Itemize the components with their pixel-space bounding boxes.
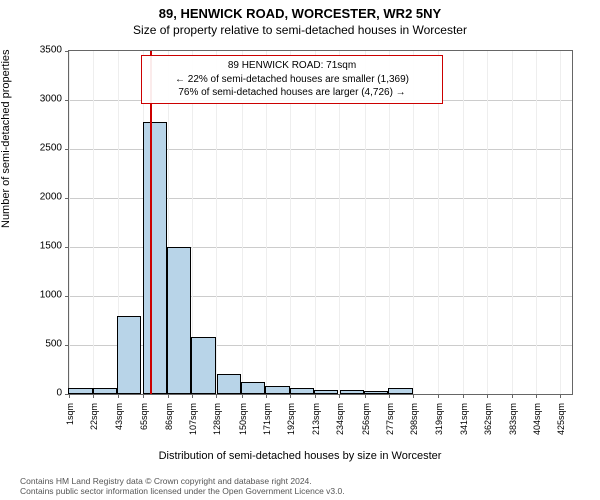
ytick-label: 3500 [22, 45, 62, 56]
xtick-label: 319sqm [434, 403, 444, 453]
xtick-mark [339, 394, 340, 398]
xtick-mark [192, 394, 193, 398]
info-box-line: 76% of semi-detached houses are larger (… [148, 86, 436, 100]
ytick-label: 3000 [22, 94, 62, 105]
ytick-label: 1500 [22, 241, 62, 252]
xtick-mark [118, 394, 119, 398]
xtick-mark [168, 394, 169, 398]
xtick-mark [365, 394, 366, 398]
xtick-label: 171sqm [262, 403, 272, 453]
xtick-label: 298sqm [409, 403, 419, 453]
xtick-label: 43sqm [114, 403, 124, 453]
xtick-mark [93, 394, 94, 398]
histogram-bar [117, 316, 141, 394]
grid-line-v [512, 51, 513, 394]
grid-line-v [560, 51, 561, 394]
xtick-mark [463, 394, 464, 398]
xtick-label: 277sqm [385, 403, 395, 453]
xtick-mark [512, 394, 513, 398]
grid-line-v [69, 51, 70, 394]
xtick-mark [216, 394, 217, 398]
info-box-line: 89 HENWICK ROAD: 71sqm [148, 59, 436, 73]
xtick-mark [389, 394, 390, 398]
chart-title-main: 89, HENWICK ROAD, WORCESTER, WR2 5NY [0, 0, 600, 21]
xtick-mark [266, 394, 267, 398]
histogram-bar [217, 374, 241, 394]
xtick-label: 192sqm [286, 403, 296, 453]
grid-line-v [487, 51, 488, 394]
xtick-mark [487, 394, 488, 398]
xtick-label: 150sqm [238, 403, 248, 453]
xtick-mark [438, 394, 439, 398]
footer-line-1: Contains HM Land Registry data © Crown c… [20, 476, 590, 486]
ytick-label: 2000 [22, 192, 62, 203]
xtick-mark [69, 394, 70, 398]
xtick-mark [536, 394, 537, 398]
histogram-bar [364, 391, 388, 394]
xtick-label: 1sqm [65, 403, 75, 453]
grid-line-v [93, 51, 94, 394]
xtick-label: 256sqm [361, 403, 371, 453]
xtick-label: 404sqm [532, 403, 542, 453]
ytick-label: 1000 [22, 290, 62, 301]
xtick-label: 86sqm [164, 403, 174, 453]
grid-line-v [536, 51, 537, 394]
histogram-bar [265, 386, 289, 394]
xtick-label: 234sqm [335, 403, 345, 453]
plot-area: 89 HENWICK ROAD: 71sqm← 22% of semi-deta… [68, 50, 573, 395]
histogram-bar [143, 122, 167, 394]
ytick-label: 2500 [22, 143, 62, 154]
histogram-bar [290, 388, 314, 394]
xtick-mark [242, 394, 243, 398]
xtick-mark [413, 394, 414, 398]
xtick-mark [315, 394, 316, 398]
histogram-bar [68, 388, 92, 394]
histogram-bar [241, 382, 265, 394]
xtick-mark [143, 394, 144, 398]
xtick-mark [290, 394, 291, 398]
chart-title-sub: Size of property relative to semi-detach… [0, 21, 600, 37]
histogram-bar [388, 388, 412, 394]
xtick-mark [560, 394, 561, 398]
histogram-bar [340, 390, 364, 394]
xtick-label: 107sqm [188, 403, 198, 453]
xtick-label: 383sqm [508, 403, 518, 453]
footer-line-2: Contains public sector information licen… [20, 486, 590, 496]
histogram-bar [314, 390, 338, 394]
xtick-label: 22sqm [89, 403, 99, 453]
xtick-label: 341sqm [459, 403, 469, 453]
histogram-bar [167, 247, 191, 394]
xtick-label: 65sqm [139, 403, 149, 453]
info-box: 89 HENWICK ROAD: 71sqm← 22% of semi-deta… [141, 55, 443, 104]
info-box-line: ← 22% of semi-detached houses are smalle… [148, 73, 436, 87]
xtick-label: 425sqm [556, 403, 566, 453]
xtick-label: 128sqm [212, 403, 222, 453]
y-axis-label: Number of semi-detached properties [0, 49, 12, 228]
histogram-bar [191, 337, 215, 394]
grid-line-v [463, 51, 464, 394]
xtick-label: 362sqm [483, 403, 493, 453]
ytick-label: 500 [22, 339, 62, 350]
histogram-bar [93, 388, 117, 394]
footer-attribution: Contains HM Land Registry data © Crown c… [20, 476, 590, 496]
chart-container: 89, HENWICK ROAD, WORCESTER, WR2 5NY Siz… [0, 0, 600, 500]
ytick-label: 0 [22, 388, 62, 399]
xtick-label: 213sqm [311, 403, 321, 453]
